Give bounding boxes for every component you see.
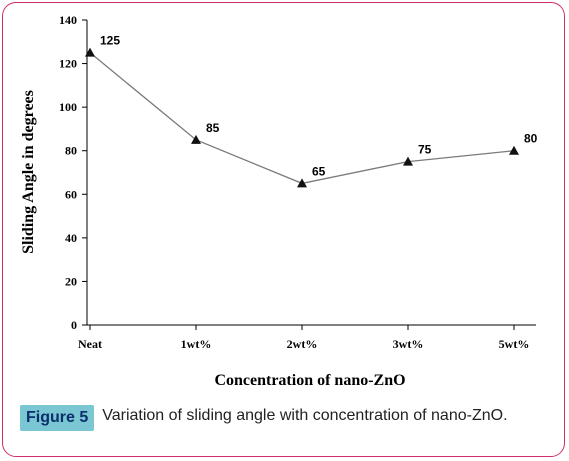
data-labels: 125 85 65 75 80 xyxy=(100,34,538,179)
series-line xyxy=(89,52,515,185)
y-tick-label: 80 xyxy=(65,144,77,158)
y-tick-label: 40 xyxy=(65,231,77,245)
series-lines xyxy=(89,52,515,185)
data-label: 65 xyxy=(312,164,326,178)
y-tick-label: 120 xyxy=(59,57,77,71)
figure-number-badge: Figure 5 xyxy=(20,405,95,431)
x-tick-label: 2wt% xyxy=(287,337,318,351)
triangle-marker xyxy=(297,178,307,188)
x-tick-label: 5wt% xyxy=(499,337,530,351)
y-tick-label: 140 xyxy=(59,13,77,27)
triangle-marker xyxy=(191,134,201,144)
figure-frame xyxy=(2,2,565,457)
x-tick-label: 3wt% xyxy=(393,337,424,351)
triangle-marker xyxy=(509,145,519,155)
triangle-marker xyxy=(85,47,95,57)
triangle-marker xyxy=(403,156,413,166)
y-tick-label: 0 xyxy=(71,318,77,332)
data-label: 75 xyxy=(418,143,432,157)
data-label: 85 xyxy=(206,121,220,135)
y-ticks: 0 20 40 60 80 100 120 140 xyxy=(59,13,87,332)
x-tick-label: Neat xyxy=(78,337,102,351)
data-markers xyxy=(85,47,519,188)
data-label: 125 xyxy=(100,34,120,48)
y-tick-label: 100 xyxy=(59,100,77,114)
y-tick-label: 20 xyxy=(65,274,77,288)
x-axis-label: Concentration of nano-ZnO xyxy=(214,372,405,389)
x-tick-label: 1wt% xyxy=(181,337,212,351)
y-axis-label: Sliding Angle in degrees xyxy=(20,90,37,254)
y-tick-label: 60 xyxy=(65,187,77,201)
data-label: 80 xyxy=(524,132,538,146)
x-ticks: Neat 1wt% 2wt% 3wt% 5wt% xyxy=(78,325,529,351)
figure-caption: Figure 5 Variation of sliding angle with… xyxy=(20,405,560,431)
caption-text: Variation of sliding angle with concentr… xyxy=(102,407,508,424)
